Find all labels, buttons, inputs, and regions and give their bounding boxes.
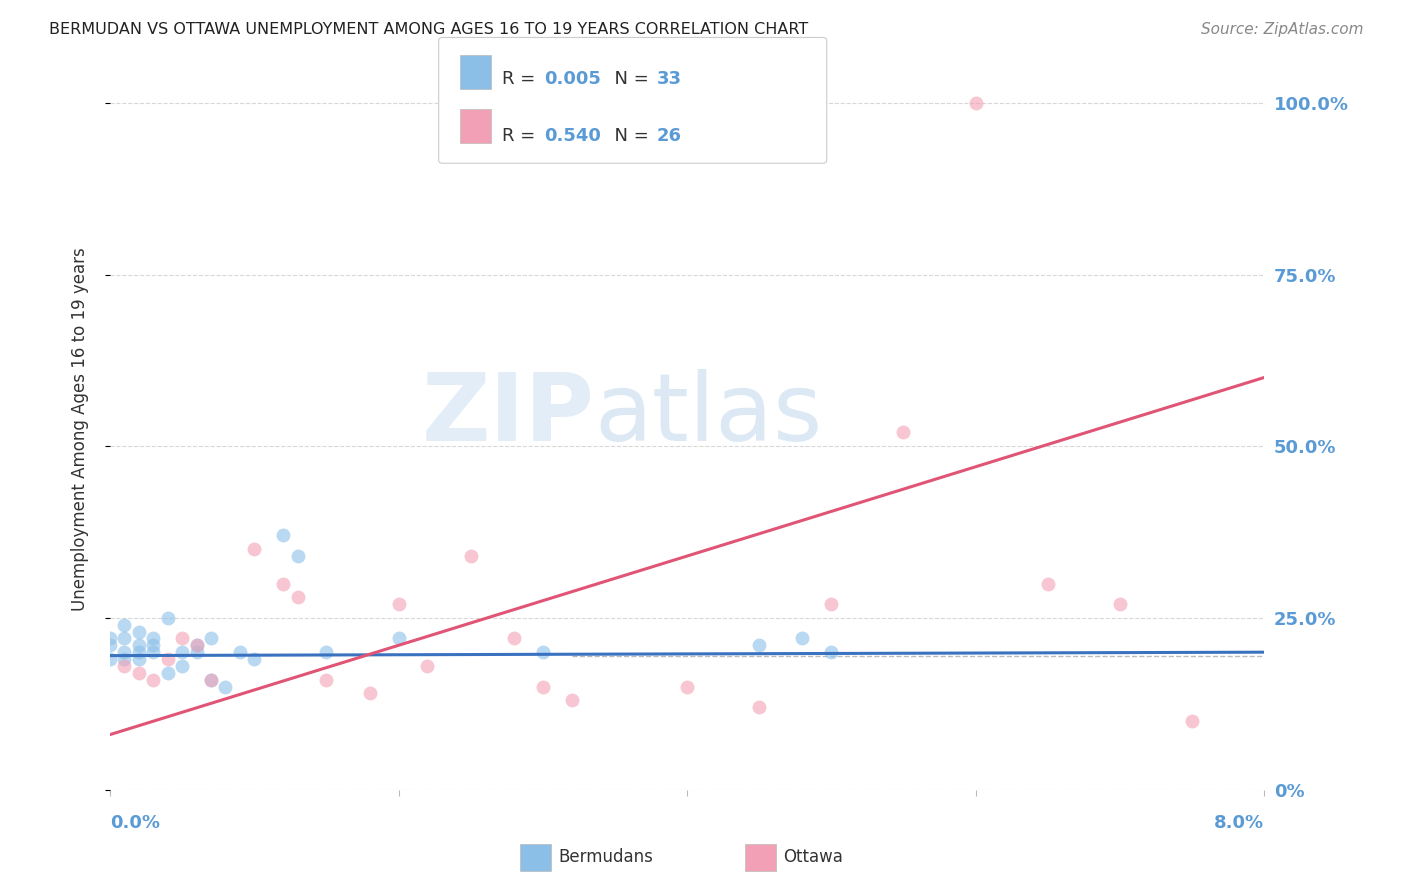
Point [114, 645, 136, 659]
Point [142, 645, 165, 659]
Text: 26: 26 [657, 127, 682, 145]
Point [128, 652, 150, 666]
Point [172, 659, 194, 673]
Point [114, 632, 136, 646]
Point [172, 632, 194, 646]
Point [1108, 597, 1130, 611]
Point [748, 638, 770, 652]
Point [561, 693, 583, 707]
Point [142, 638, 165, 652]
Point [820, 645, 842, 659]
Text: N =: N = [603, 127, 655, 145]
Text: R =: R = [502, 127, 541, 145]
Text: R =: R = [502, 70, 541, 88]
Point [128, 624, 150, 639]
Point [186, 638, 208, 652]
Point [676, 680, 699, 694]
Point [287, 591, 309, 605]
Point [200, 632, 222, 646]
Point [200, 673, 222, 687]
Text: Bermudans: Bermudans [558, 848, 652, 866]
Point [503, 632, 526, 646]
Text: Ottawa: Ottawa [783, 848, 844, 866]
Point [243, 542, 266, 557]
Text: 0.540: 0.540 [544, 127, 600, 145]
Point [114, 659, 136, 673]
Text: 33: 33 [657, 70, 682, 88]
Point [172, 645, 194, 659]
Text: 8.0%: 8.0% [1213, 814, 1264, 832]
Point [531, 645, 554, 659]
Point [156, 652, 179, 666]
Point [271, 528, 294, 542]
Point [186, 638, 208, 652]
Point [792, 632, 814, 646]
Point [387, 597, 409, 611]
Point [98, 638, 121, 652]
Point [229, 645, 252, 659]
Text: 0.005: 0.005 [544, 70, 600, 88]
Point [128, 665, 150, 680]
Point [287, 549, 309, 563]
Point [315, 645, 337, 659]
Point [142, 632, 165, 646]
Point [416, 659, 439, 673]
Point [186, 645, 208, 659]
Point [156, 611, 179, 625]
Point [893, 425, 915, 440]
Point [200, 673, 222, 687]
Point [98, 632, 121, 646]
Point [243, 652, 266, 666]
Text: Source: ZipAtlas.com: Source: ZipAtlas.com [1201, 22, 1364, 37]
Point [98, 652, 121, 666]
Text: ZIP: ZIP [422, 368, 595, 460]
Text: BERMUDAN VS OTTAWA UNEMPLOYMENT AMONG AGES 16 TO 19 YEARS CORRELATION CHART: BERMUDAN VS OTTAWA UNEMPLOYMENT AMONG AG… [49, 22, 808, 37]
Point [460, 549, 482, 563]
Point [114, 617, 136, 632]
Point [128, 645, 150, 659]
Point [359, 686, 381, 700]
Point [1181, 714, 1204, 728]
Point [531, 680, 554, 694]
Point [387, 632, 409, 646]
Point [965, 95, 987, 110]
Point [820, 597, 842, 611]
Point [748, 700, 770, 714]
Point [315, 673, 337, 687]
Point [214, 680, 236, 694]
Text: N =: N = [603, 70, 655, 88]
Point [142, 673, 165, 687]
Text: atlas: atlas [595, 368, 823, 460]
Y-axis label: Unemployment Among Ages 16 to 19 years: Unemployment Among Ages 16 to 19 years [72, 247, 89, 611]
Point [1036, 576, 1059, 591]
Text: 0.0%: 0.0% [110, 814, 160, 832]
Point [271, 576, 294, 591]
Point [114, 652, 136, 666]
Point [128, 638, 150, 652]
Point [156, 665, 179, 680]
